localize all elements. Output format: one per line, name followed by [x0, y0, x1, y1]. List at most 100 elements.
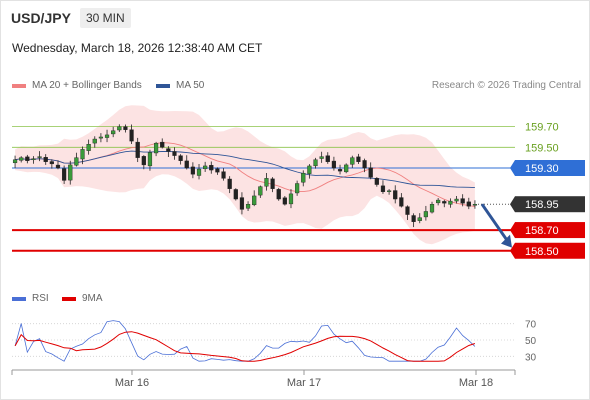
candle — [417, 213, 422, 224]
candle — [160, 138, 165, 149]
rsi-tick-label: 30 — [525, 352, 537, 363]
last-price-label-bg — [515, 196, 585, 213]
candle — [203, 161, 208, 172]
forecast-arrow-head — [501, 234, 512, 248]
support-label-tip — [510, 242, 515, 259]
candle — [460, 194, 465, 207]
legend-rsi-label: RSI — [32, 293, 49, 304]
candle — [86, 139, 91, 155]
rsi-swatch — [12, 296, 26, 301]
candle — [178, 154, 183, 165]
support-label: 158.50 — [525, 246, 559, 258]
candle — [472, 200, 478, 209]
candle — [55, 160, 61, 170]
last-price-label: 158.95 — [525, 199, 559, 211]
candle — [215, 167, 220, 175]
legend-ma20: MA 20 + Bollinger Bands — [12, 80, 142, 91]
candle — [313, 157, 318, 169]
ma50-swatch — [156, 83, 170, 88]
x-tick-label: Mar 16 — [115, 377, 149, 389]
candle — [436, 197, 441, 206]
candle — [92, 136, 97, 148]
candle — [399, 193, 404, 208]
candle — [245, 201, 251, 212]
legend-rsi: RSI — [12, 293, 49, 304]
legend-ma50-label: MA 50 — [176, 80, 205, 91]
candle — [423, 205, 428, 221]
support-label-bg — [515, 242, 585, 259]
candle — [344, 163, 349, 174]
candle — [368, 162, 373, 180]
candle — [319, 151, 324, 163]
support-label: 158.70 — [525, 225, 559, 237]
candle — [448, 198, 453, 208]
candle — [68, 160, 73, 185]
candle — [166, 146, 171, 158]
candle — [288, 189, 294, 209]
candle — [411, 213, 416, 228]
rsi-ma-line — [14, 331, 476, 362]
candle — [350, 155, 355, 168]
resistance-label: 159.50 — [525, 142, 559, 154]
candle — [264, 172, 269, 191]
legend-9ma: 9MA — [62, 293, 103, 304]
candle — [184, 155, 189, 170]
timeframe-badge[interactable]: 30 MIN — [80, 8, 131, 28]
pivot-label-bg — [515, 160, 585, 176]
candle — [49, 159, 54, 169]
candle — [190, 162, 195, 179]
candle — [19, 156, 24, 163]
candle — [172, 147, 177, 160]
candle — [331, 156, 337, 171]
candle — [307, 164, 312, 179]
ma9-swatch — [62, 296, 76, 301]
candle — [25, 154, 30, 164]
x-tick-label: Mar 18 — [459, 377, 493, 389]
candle — [123, 124, 128, 133]
candle — [104, 129, 110, 143]
resistance-label: 159.70 — [525, 122, 559, 134]
candle — [98, 133, 104, 143]
bollinger-band-area — [15, 105, 475, 245]
candle — [196, 164, 202, 180]
candle — [221, 168, 226, 181]
candle — [129, 124, 134, 145]
candle — [405, 205, 410, 221]
candle — [454, 195, 459, 204]
candle — [301, 170, 306, 187]
last-price-label-tip — [510, 196, 515, 213]
candle — [117, 124, 122, 132]
candle — [252, 190, 257, 207]
candle — [141, 155, 146, 170]
candle — [43, 154, 48, 165]
candle — [466, 197, 471, 210]
candle — [282, 195, 287, 206]
rsi-tick-label: 70 — [525, 320, 537, 331]
rsi-tick-label: 50 — [525, 336, 537, 347]
legend-ma20-label: MA 20 + Bollinger Bands — [32, 80, 142, 91]
candle — [37, 151, 42, 162]
candle — [295, 180, 300, 196]
ma20-swatch — [12, 83, 26, 88]
pivot-label-tip — [510, 160, 515, 176]
forecast-arrow — [480, 203, 510, 243]
candle — [31, 156, 36, 164]
candle — [153, 141, 159, 157]
candle — [80, 146, 85, 165]
candle — [62, 165, 67, 184]
candle — [12, 155, 18, 169]
candle — [209, 161, 214, 174]
x-tick-label: Mar 17 — [287, 377, 321, 389]
symbol-title: USD/JPY — [11, 10, 71, 26]
candle — [429, 201, 435, 214]
candle — [374, 177, 379, 187]
pivot-label: 159.30 — [525, 163, 559, 175]
candle — [325, 152, 330, 164]
candle — [276, 187, 281, 201]
candle — [227, 176, 232, 194]
candle — [356, 153, 361, 164]
candle — [239, 192, 245, 215]
candle — [270, 177, 275, 193]
candle — [147, 149, 153, 171]
